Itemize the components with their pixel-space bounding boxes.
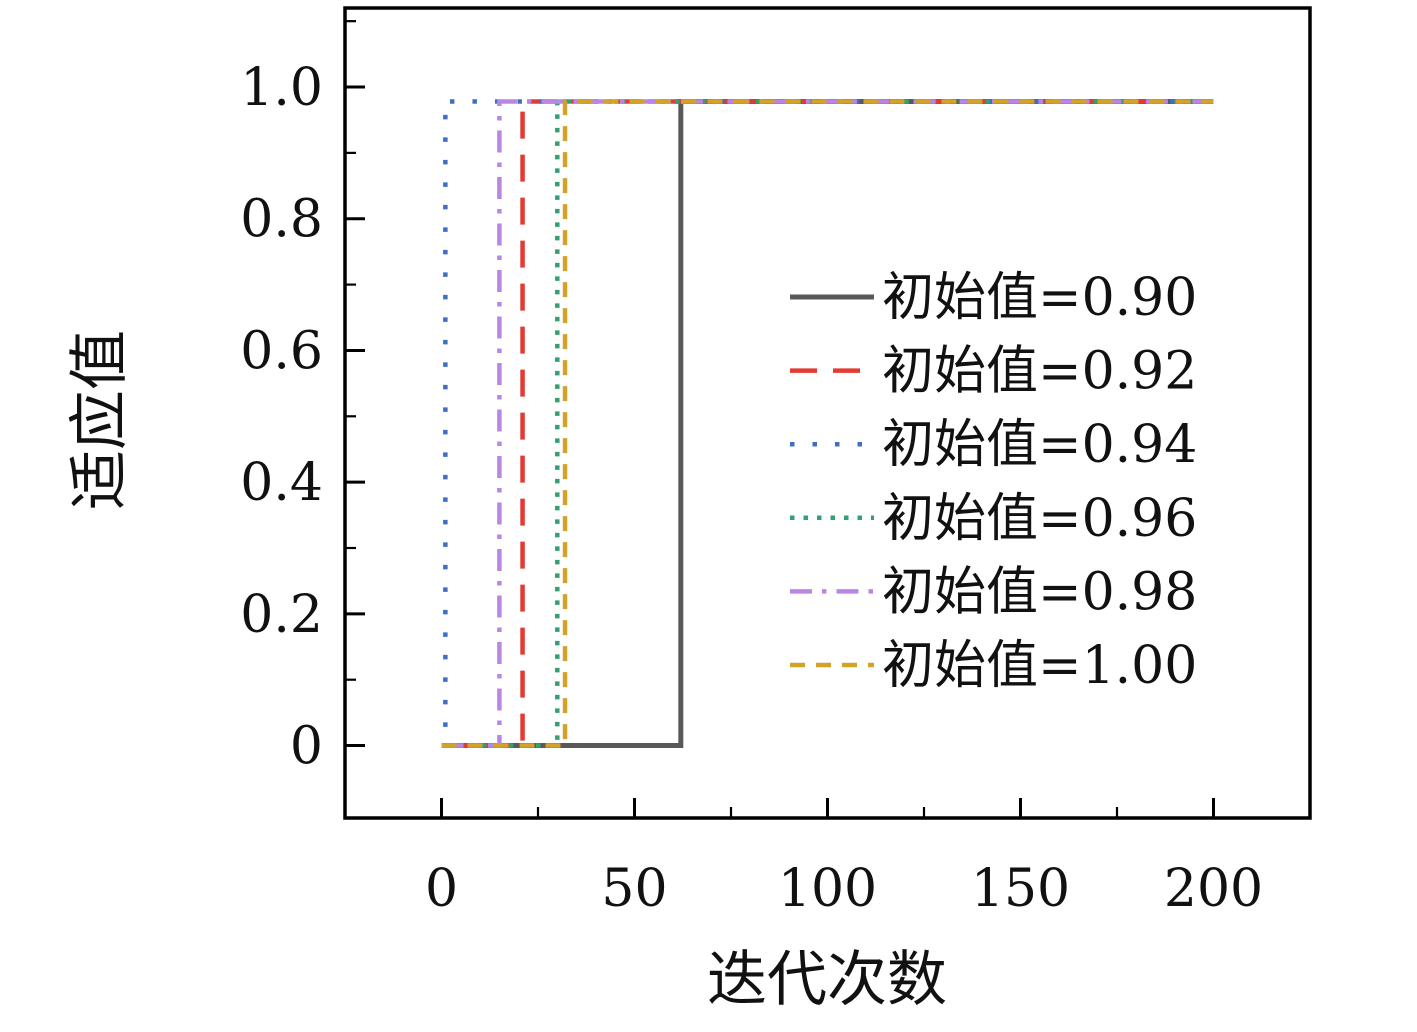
y-tick-label: 0.8	[240, 190, 323, 250]
chart-generated-layer: 0 50 100 150 200 0 0.2 0.4 0.6 0.8 1.0 初始值=0.90 初始值=…	[240, 6, 1312, 919]
x-tick-label: 0	[425, 859, 458, 919]
legend-entry-label: 初始值=0.96	[882, 489, 1197, 549]
x-tick-label: 50	[601, 859, 667, 919]
series-line	[441, 99, 1214, 748]
y-tick-label: 0.4	[240, 453, 323, 513]
series-line	[441, 99, 1214, 748]
legend-entry-label: 初始值=0.92	[882, 342, 1197, 402]
y-axis-label: 适应值	[65, 330, 135, 510]
legend-entry-label: 初始值=1.00	[882, 636, 1197, 696]
y-tick-label: 0.2	[240, 585, 323, 645]
x-tick-label: 150	[971, 859, 1070, 919]
y-tick-label: 0	[290, 717, 323, 777]
legend-entry-label: 初始值=0.90	[882, 268, 1197, 328]
y-tick-label: 1.0	[240, 58, 323, 118]
legend-entry-label: 初始值=0.98	[882, 562, 1197, 622]
x-tick-label: 100	[778, 859, 877, 919]
y-tick-label: 0.6	[240, 321, 323, 381]
x-tick-label: 200	[1164, 859, 1263, 919]
series-line	[441, 99, 1214, 748]
legend-entry-label: 初始值=0.94	[882, 415, 1197, 475]
plot-frame	[343, 6, 1312, 820]
x-axis-label: 迭代次数	[707, 945, 947, 1015]
